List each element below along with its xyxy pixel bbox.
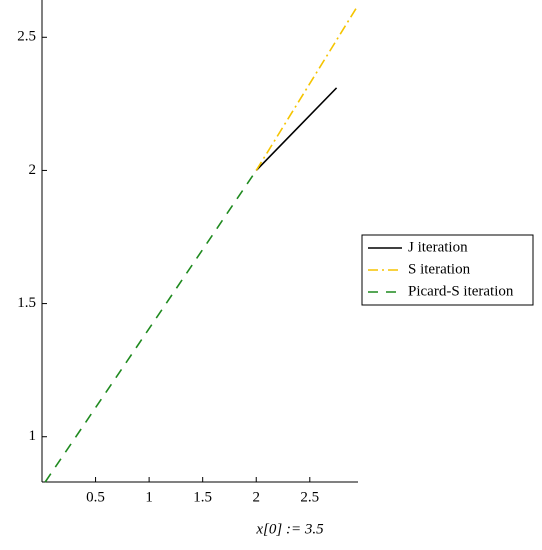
legend-label: Picard-S iteration <box>408 283 514 299</box>
y-tick-label: 1.5 <box>17 295 36 311</box>
y-tick-label: 2.5 <box>17 29 36 45</box>
legend-label: S iteration <box>408 261 471 277</box>
x-tick-label: 1 <box>145 489 153 505</box>
x-tick-label: 2.5 <box>300 489 319 505</box>
x-tick-label: 0.5 <box>86 489 105 505</box>
y-tick-label: 2 <box>29 162 37 178</box>
series-line <box>255 87 338 171</box>
legend-label: J iteration <box>408 239 468 255</box>
x-axis-label: x[0] := 3.5 <box>255 521 324 537</box>
series-line <box>255 4 359 171</box>
x-tick-label: 2 <box>252 489 260 505</box>
series-line <box>44 169 257 483</box>
y-tick-label: 1 <box>29 428 37 444</box>
x-tick-label: 1.5 <box>193 489 212 505</box>
